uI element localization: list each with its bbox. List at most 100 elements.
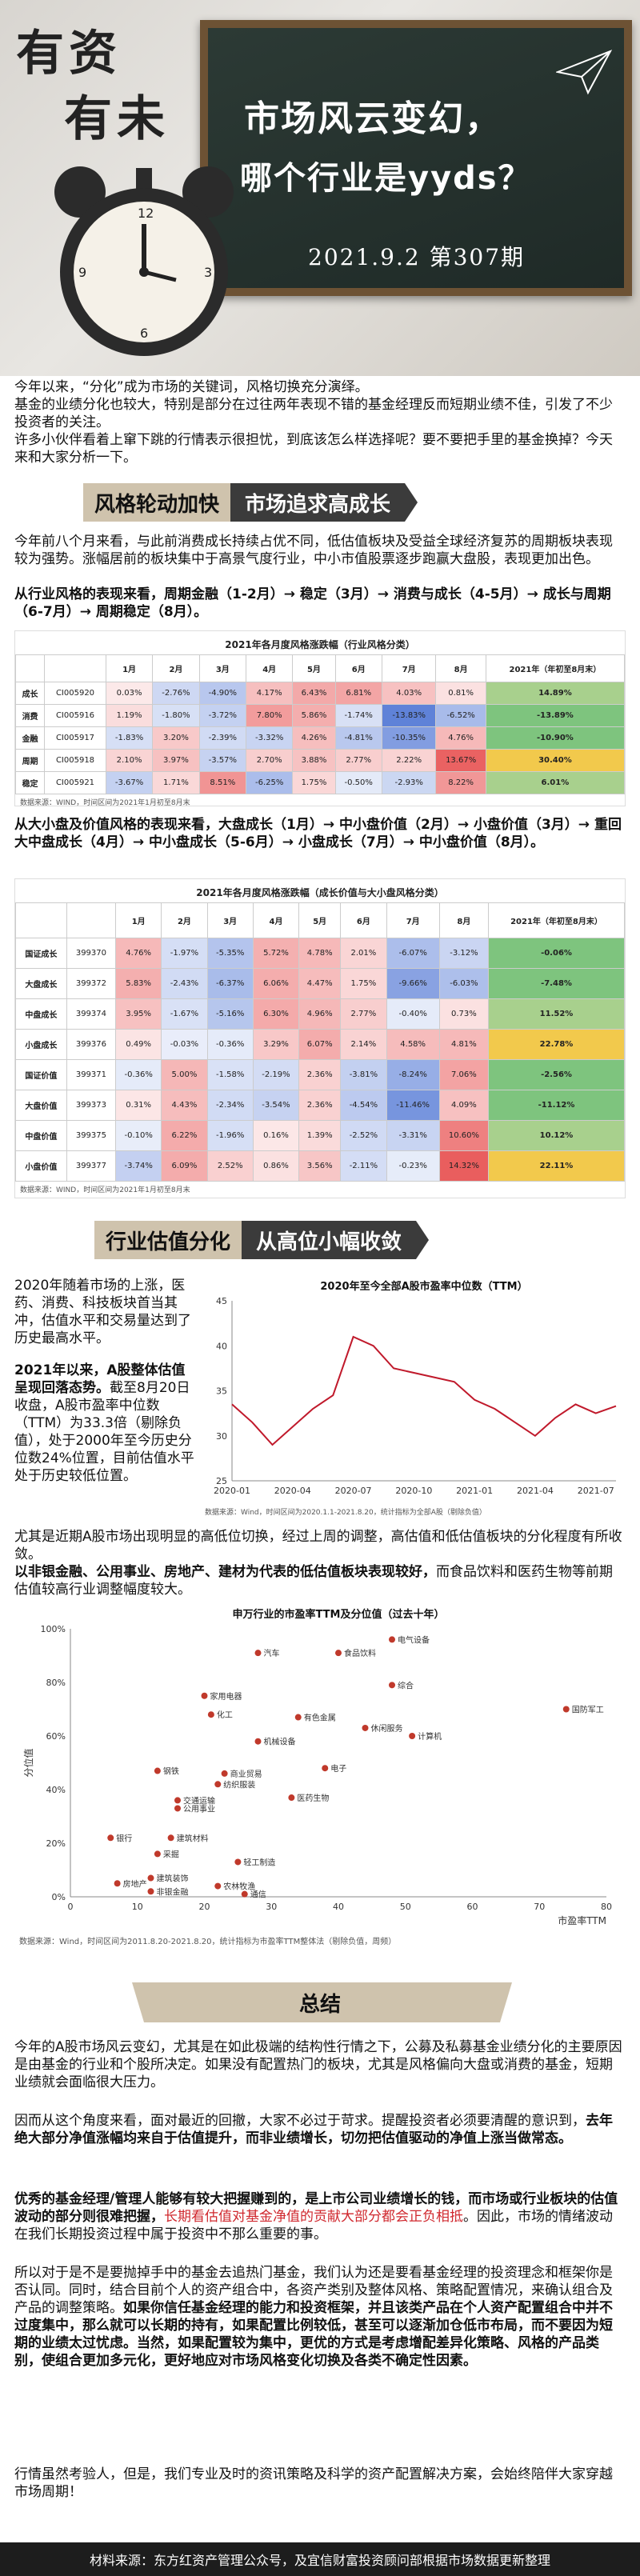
value-cell: -6.07% bbox=[386, 938, 440, 969]
value-cell: 6.09% bbox=[161, 1150, 208, 1182]
value-cell: -13.89% bbox=[485, 704, 626, 727]
value-cell: 0.86% bbox=[252, 1150, 300, 1182]
row-code: 399375 bbox=[66, 1120, 117, 1151]
value-cell: 0.16% bbox=[252, 1120, 300, 1151]
industry-point bbox=[174, 1797, 181, 1804]
hero-banner: 有资 有未 市场风云变幻， 哪个行业是yyds？ 2021.9.2 第307期 … bbox=[0, 0, 640, 376]
value-cell: 4.78% bbox=[298, 938, 342, 969]
industry-label: 采掘 bbox=[163, 1849, 179, 1859]
y-axis-label: 分位值 bbox=[22, 1748, 34, 1777]
row-name: 中盘成长 bbox=[15, 998, 67, 1030]
industry-point bbox=[389, 1636, 395, 1643]
value-cell: -11.12% bbox=[488, 1090, 625, 1121]
value-cell: 11.52% bbox=[488, 998, 625, 1030]
section1-band-right: 市场追求高成长 bbox=[230, 483, 406, 522]
value-cell: 4.76% bbox=[435, 726, 486, 750]
row-code: 399377 bbox=[66, 1150, 117, 1182]
column-header: 8月 bbox=[438, 902, 490, 938]
value-cell: -6.37% bbox=[206, 968, 254, 999]
industry-label: 银行 bbox=[116, 1833, 132, 1843]
svg-text:3: 3 bbox=[204, 265, 212, 280]
industry-point bbox=[174, 1805, 181, 1812]
brand-line-1: 有资 bbox=[16, 26, 122, 82]
value-cell: -9.66% bbox=[386, 968, 440, 999]
sw-chart-source: 数据来源：Wind，时间区间为2011.8.20-2021.8.20，统计指标为… bbox=[19, 1938, 397, 1946]
section2-band-right: 从高位小幅收敛 bbox=[242, 1221, 417, 1259]
row-code: CI005916 bbox=[44, 704, 106, 727]
chart-title: 申万行业的市盈率TTM及分位值（过去十年） bbox=[233, 1608, 445, 1621]
pe-series-line bbox=[231, 1335, 617, 1446]
column-header: 2021年（年初至8月末） bbox=[488, 902, 625, 938]
industry-point bbox=[154, 1767, 161, 1774]
summary-p1: 今年的A股市场风云变幻，尤其是在如此极端的结构性行情之下，公募及私募基金业绩分化… bbox=[14, 2039, 622, 2090]
column-header: 6月 bbox=[340, 902, 387, 938]
value-cell: 5.86% bbox=[292, 704, 336, 727]
industry-label: 食品饮料 bbox=[344, 1648, 376, 1658]
section2-band: 行业估值分化 从高位小幅收敛 bbox=[94, 1221, 430, 1259]
svg-text:6: 6 bbox=[140, 326, 148, 341]
row-name: 周期 bbox=[14, 749, 46, 772]
industry-label: 化工 bbox=[217, 1710, 233, 1720]
value-cell: 4.03% bbox=[381, 682, 437, 705]
row-code: CI005918 bbox=[44, 749, 106, 772]
summary-p2-b: 去年绝大部分净值涨幅均来自于估值提升，而非业绩增长，切勿把估值驱动的净值上涨当做… bbox=[14, 2113, 613, 2146]
industry-label: 计算机 bbox=[418, 1731, 442, 1742]
brand-line-2: 有未 bbox=[64, 91, 170, 147]
value-cell: -3.12% bbox=[438, 938, 490, 969]
x-tick-label: 70 bbox=[534, 1902, 545, 1912]
band-arrow bbox=[416, 1221, 430, 1259]
value-cell: -3.81% bbox=[340, 1059, 387, 1090]
value-cell: -3.67% bbox=[105, 771, 154, 794]
value-cell: -2.52% bbox=[340, 1120, 387, 1151]
column-header bbox=[44, 654, 106, 682]
value-cell: 4.17% bbox=[245, 682, 294, 705]
value-cell: 0.31% bbox=[115, 1090, 162, 1121]
style-table-2: 2021年各月度风格涨跌幅（成长价值与大小盘风格分类） 1月 2月 3月 4月 5月 6月… bbox=[14, 878, 626, 1198]
industry-label: 钢铁 bbox=[163, 1766, 179, 1777]
industry-label: 建筑材料 bbox=[177, 1833, 209, 1843]
alarm-clock-icon: 12 3 6 9 bbox=[54, 166, 234, 356]
table1-grid: 1月 2月 3月 4月 5月 6月 7月 8月 2021年（年初至8月末） 成长 CI005920… bbox=[14, 654, 626, 794]
value-cell: -4.90% bbox=[198, 682, 247, 705]
value-cell: 2.01% bbox=[340, 938, 387, 969]
style-table-1: 2021年各月度风格涨跌幅（行业风格分类） 1月 2月 3月 4月 5月 6月 7月 8月 20… bbox=[14, 630, 626, 807]
value-cell: 3.29% bbox=[252, 1029, 300, 1060]
summary-p2: 因而从这个角度来看，面对最近的回撤，大家不必过于苛求。提醒投资者必须要清醒的意识… bbox=[14, 2112, 626, 2147]
summary-p5: 行情虽然考验人，但是，我们专业及时的资讯策略及科学的资产配置解决方案，会始终陪伴… bbox=[14, 2466, 613, 2500]
column-header: 5月 bbox=[298, 902, 342, 938]
x-tick-label: 2021-04 bbox=[517, 1486, 554, 1496]
section1-p2: 从行业风格的表现来看，周期金融（1-2月）→ 稳定（3月）→ 消费与成长（4-5… bbox=[14, 586, 611, 620]
section1-band: 风格轮动加快 市场追求高成长 bbox=[83, 483, 418, 522]
row-code: 399371 bbox=[66, 1059, 117, 1090]
x-tick-label: 2020-01 bbox=[214, 1486, 250, 1496]
value-cell: -7.48% bbox=[488, 968, 625, 999]
section2-p4-bold: 以非银金融、公用事业、房地产、建材为代表的低估值板块表现较好， bbox=[14, 1564, 436, 1580]
section1-p1: 今年前八个月来看，与此前消费成长持续占优不同，低估值板块及受益全球经济复苏的周期… bbox=[14, 534, 613, 567]
table-row: 大盘价值 399373 0.31% 4.43% -2.34% -3.54% 2.36% -4.… bbox=[15, 1090, 625, 1121]
industry-label: 家用电器 bbox=[210, 1691, 242, 1702]
y-tick-label: 30 bbox=[216, 1431, 227, 1442]
row-name: 金融 bbox=[14, 726, 46, 750]
y-tick-label: 20% bbox=[46, 1838, 66, 1849]
chart-title: 2020年至今全部A股市盈率中位数（TTM） bbox=[320, 1280, 527, 1293]
value-cell: 1.19% bbox=[105, 704, 154, 727]
industry-label: 机械设备 bbox=[264, 1737, 296, 1747]
value-cell: 2.14% bbox=[340, 1029, 387, 1060]
x-tick-label: 50 bbox=[400, 1902, 411, 1912]
value-cell: -2.19% bbox=[252, 1059, 300, 1090]
row-name: 小盘成长 bbox=[15, 1029, 67, 1060]
column-header: 1月 bbox=[115, 902, 162, 938]
summary-band: 总结 bbox=[0, 1982, 640, 2022]
value-cell: -5.16% bbox=[206, 998, 254, 1030]
value-cell: 1.75% bbox=[292, 771, 336, 794]
value-cell: 3.88% bbox=[292, 749, 336, 772]
value-cell: 0.49% bbox=[115, 1029, 162, 1060]
section2-p2-bold: 2021年以来，A股整体估值呈现回落态势。 bbox=[14, 1362, 186, 1396]
chalkboard bbox=[200, 20, 632, 296]
row-name: 大盘价值 bbox=[15, 1090, 67, 1121]
svg-text:12: 12 bbox=[138, 206, 154, 221]
value-cell: 10.12% bbox=[488, 1120, 625, 1151]
table1-title: 2021年各月度风格涨跌幅（行业风格分类） bbox=[225, 639, 415, 650]
value-cell: 22.11% bbox=[488, 1150, 625, 1182]
column-header: 3月 bbox=[206, 902, 254, 938]
